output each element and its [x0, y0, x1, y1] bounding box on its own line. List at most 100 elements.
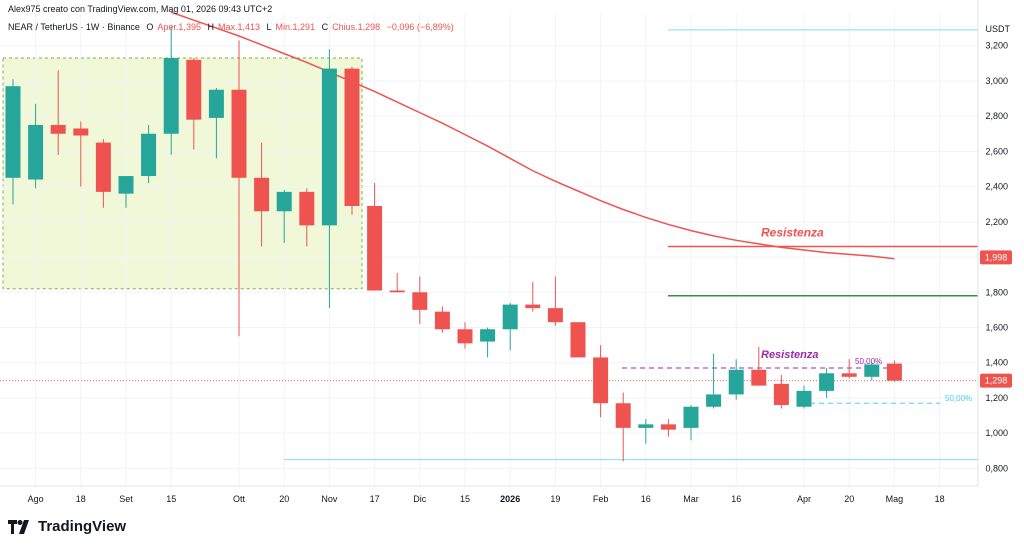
candle-body — [819, 373, 835, 391]
time-tick-label: 17 — [370, 494, 380, 504]
candle[interactable] — [5, 79, 21, 205]
candle[interactable] — [141, 124, 157, 184]
candle[interactable] — [276, 190, 292, 243]
candles-layer — [5, 26, 902, 462]
candle-body — [796, 390, 812, 407]
time-tick-label: Mag — [886, 494, 904, 504]
candle[interactable] — [73, 121, 89, 187]
candle[interactable] — [321, 49, 337, 309]
low-value: Min.1,291 — [275, 22, 316, 32]
candle[interactable] — [95, 139, 111, 208]
candle[interactable] — [480, 327, 496, 358]
candle[interactable] — [886, 360, 902, 382]
ma-value-badge-bg — [980, 250, 1012, 265]
candle[interactable] — [660, 419, 676, 437]
candle-body — [118, 176, 134, 194]
time-tick-label: 18 — [935, 494, 945, 504]
candle-body — [276, 191, 292, 212]
candle-body — [525, 304, 541, 309]
symbol-name[interactable]: NEAR / TetherUS · 1W · Binance — [8, 22, 140, 32]
candle-body — [502, 304, 518, 330]
last-price-badge-bg — [980, 373, 1012, 388]
candle-body — [683, 406, 699, 428]
candle[interactable] — [728, 359, 744, 400]
candle[interactable] — [254, 142, 270, 247]
candle[interactable] — [796, 385, 812, 409]
time-axis: Ago 18 Set 15 Ott 20 Nov 17 Dic 15 2026 19 Feb 16 Mar 1… — [0, 485, 978, 504]
price-tick-label: 2,800 — [985, 111, 1008, 121]
change-value: −0,096 (−6,89%) — [386, 22, 454, 32]
candle[interactable] — [638, 419, 654, 444]
candle[interactable] — [773, 375, 789, 409]
candle-body — [886, 363, 902, 381]
annotations-layer: Resistenza Resistenza 50,00% 50,00% — [761, 225, 972, 402]
time-tick-label: 20 — [844, 494, 854, 504]
candle[interactable] — [570, 322, 586, 358]
candle[interactable] — [50, 70, 66, 155]
candle[interactable] — [525, 281, 541, 312]
candle[interactable] — [683, 404, 699, 441]
candle-body — [434, 311, 450, 330]
candle[interactable] — [163, 26, 179, 155]
candle-body — [208, 89, 224, 118]
fib-label-lower: 50,00% — [945, 394, 972, 403]
price-axis-unit: USDT — [986, 24, 1011, 34]
time-tick-label: Dic — [413, 494, 426, 504]
time-tick-label: 19 — [550, 494, 560, 504]
fib-label-upper: 50,00% — [855, 357, 882, 366]
candle-body — [660, 424, 676, 430]
symbol-legend[interactable]: NEAR / TetherUS · 1W · Binance O Aper.1,3… — [8, 22, 458, 32]
time-tick-label: Set — [119, 494, 133, 504]
candle-body — [706, 394, 722, 407]
moving-average-layer — [170, 11, 895, 260]
candle-body — [344, 68, 360, 206]
candle-body — [141, 133, 157, 177]
candle[interactable] — [434, 306, 450, 333]
candle[interactable] — [389, 272, 405, 293]
resistance-label-lower: Resistenza — [761, 349, 818, 361]
price-tick-label: 3,200 — [985, 41, 1008, 51]
chart-creator-note: Alex975 creato con TradingView.com, Mag … — [8, 4, 273, 14]
candle[interactable] — [819, 368, 835, 398]
price-tick-label: 1,800 — [985, 287, 1008, 297]
price-axis: USDT0,8001,0001,2001,4001,6001,8002,0002… — [977, 0, 1012, 486]
candle[interactable] — [841, 359, 857, 379]
candle[interactable] — [706, 353, 722, 409]
price-tick-label: 1,400 — [985, 358, 1008, 368]
candle[interactable] — [299, 188, 315, 247]
candle-body — [728, 369, 744, 395]
time-tick-label: Mar — [683, 494, 699, 504]
candle[interactable] — [412, 276, 428, 324]
candle[interactable] — [231, 40, 247, 337]
candle-body — [321, 68, 337, 226]
candle[interactable] — [367, 183, 383, 291]
candle-body — [841, 373, 857, 377]
high-value: Max.1,413 — [217, 22, 261, 32]
low-label: L — [266, 22, 272, 32]
candle[interactable] — [186, 58, 202, 150]
candle-body — [231, 89, 247, 178]
candle[interactable] — [118, 176, 134, 208]
candle[interactable] — [28, 103, 44, 189]
candle[interactable] — [864, 362, 880, 381]
price-tick-label: 2,600 — [985, 146, 1008, 156]
candle-body — [95, 142, 111, 192]
candle[interactable] — [593, 345, 609, 418]
candle[interactable] — [344, 66, 360, 215]
candle[interactable] — [502, 302, 518, 351]
candle-body — [299, 191, 315, 226]
time-tick-label: 15 — [460, 494, 470, 504]
tradingview-logo[interactable]: TradingView — [8, 518, 126, 535]
candle-body — [480, 329, 496, 342]
candle[interactable] — [547, 276, 563, 326]
time-tick-label: 20 — [279, 494, 289, 504]
candle-body — [593, 357, 609, 404]
candle[interactable] — [615, 392, 631, 462]
candle[interactable] — [457, 322, 473, 349]
ma-value-badge: 1,998 — [985, 252, 1008, 262]
candle[interactable] — [208, 87, 224, 159]
candle-body — [367, 205, 383, 291]
candle[interactable] — [751, 346, 767, 386]
candle-body — [570, 322, 586, 358]
